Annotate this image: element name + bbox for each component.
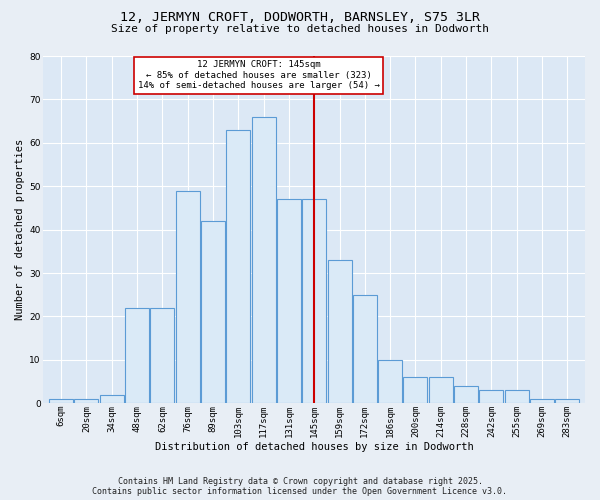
Y-axis label: Number of detached properties: Number of detached properties <box>15 139 25 320</box>
Bar <box>505 390 529 404</box>
Bar <box>353 295 377 404</box>
Bar <box>125 308 149 404</box>
Bar <box>201 221 225 404</box>
X-axis label: Distribution of detached houses by size in Dodworth: Distribution of detached houses by size … <box>155 442 473 452</box>
Text: 12 JERMYN CROFT: 145sqm
← 85% of detached houses are smaller (323)
14% of semi-d: 12 JERMYN CROFT: 145sqm ← 85% of detache… <box>137 60 379 90</box>
Text: 12, JERMYN CROFT, DODWORTH, BARNSLEY, S75 3LR: 12, JERMYN CROFT, DODWORTH, BARNSLEY, S7… <box>120 11 480 24</box>
Bar <box>429 378 453 404</box>
Bar <box>49 399 73 404</box>
Text: Size of property relative to detached houses in Dodworth: Size of property relative to detached ho… <box>111 24 489 34</box>
Text: Contains HM Land Registry data © Crown copyright and database right 2025.
Contai: Contains HM Land Registry data © Crown c… <box>92 476 508 496</box>
Bar <box>479 390 503 404</box>
Bar <box>378 360 402 404</box>
Bar <box>277 200 301 404</box>
Bar <box>328 260 352 404</box>
Bar <box>454 386 478 404</box>
Bar <box>251 117 275 404</box>
Bar <box>530 399 554 404</box>
Bar <box>226 130 250 404</box>
Bar <box>151 308 175 404</box>
Bar <box>74 399 98 404</box>
Bar <box>555 399 580 404</box>
Bar <box>403 378 427 404</box>
Bar <box>100 394 124 404</box>
Bar <box>176 190 200 404</box>
Bar <box>302 200 326 404</box>
